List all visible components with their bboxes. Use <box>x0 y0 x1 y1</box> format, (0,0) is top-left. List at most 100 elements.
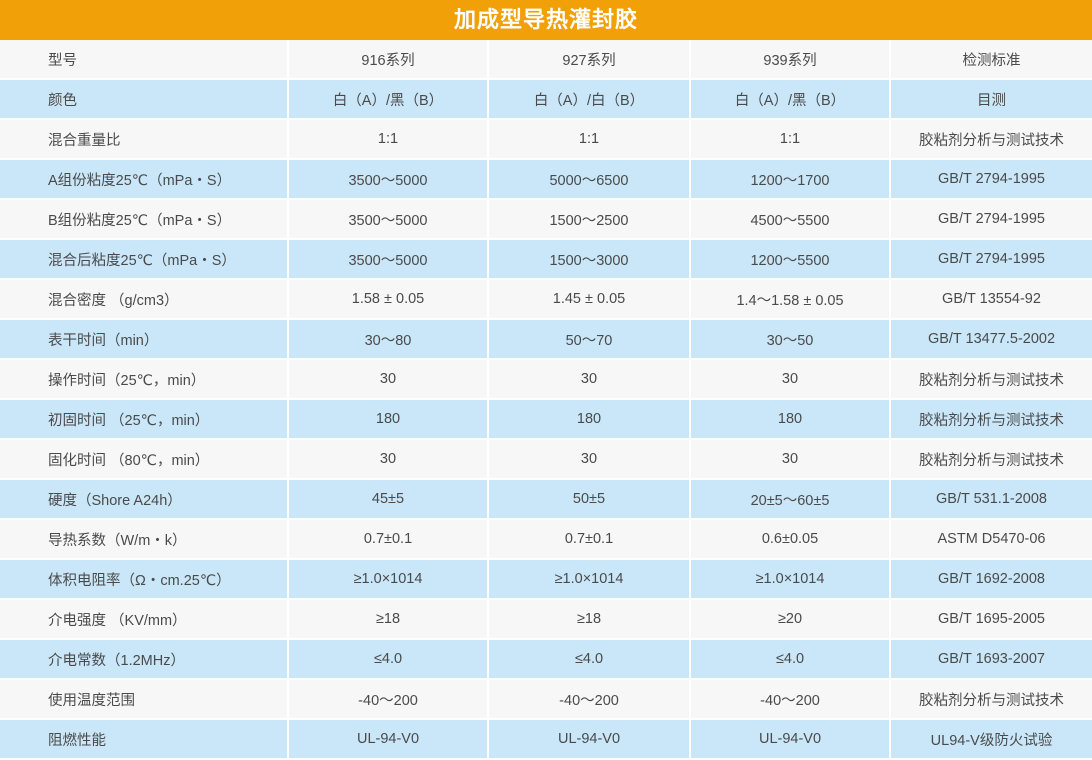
cell-s927: 5000～6500 <box>488 159 691 200</box>
table-row: 操作时间（25℃，min） 30 30 30 胶粘剂分析与测试技术 <box>0 359 1092 400</box>
specification-table: 型号 916系列 927系列 939系列 检测标准 颜色 白（A）/黑（B） 白（A）/白（B… <box>0 40 1092 760</box>
row-parameter-label: 介电常数（1.2MHz） <box>0 639 289 680</box>
row-parameter-label: 阻燃性能 <box>0 719 289 760</box>
cell-s939: ≤4.0 <box>690 639 891 680</box>
cell-s927: ≥18 <box>488 599 691 640</box>
cell-s927: 1500～3000 <box>488 239 691 280</box>
row-parameter-label: 混合后粘度25℃（mPa・S） <box>0 239 289 280</box>
cell-s939: 0.6±0.05 <box>690 519 891 560</box>
cell-std: 胶粘剂分析与测试技术 <box>890 119 1092 160</box>
cell-s939: 20±5～60±5 <box>690 479 891 520</box>
row-parameter-label: A组份粘度25℃（mPa・S） <box>0 159 289 200</box>
cell-std: GB/T 2794-1995 <box>890 239 1092 280</box>
cell-s927: 1:1 <box>488 119 691 160</box>
cell-std: ASTM D5470-06 <box>890 519 1092 560</box>
cell-s939: 180 <box>690 399 891 440</box>
row-parameter-label: 导热系数（W/m・k） <box>0 519 289 560</box>
table-row: 阻燃性能 UL-94-V0 UL-94-V0 UL-94-V0 UL94-V级防火试验 <box>0 719 1092 760</box>
cell-s916: 1:1 <box>288 119 489 160</box>
cell-s939: 30 <box>690 359 891 400</box>
row-parameter-label: 体积电阻率（Ω・cm.25℃） <box>0 559 289 600</box>
table-row: 表干时间（min） 30～80 50～70 30～50 GB/T 13477.5-200… <box>0 319 1092 360</box>
table-row: 初固时间 （25℃，min） 180 180 180 胶粘剂分析与测试技术 <box>0 399 1092 440</box>
cell-s927: 1.45 ± 0.05 <box>488 279 691 320</box>
cell-s927: 0.7±0.1 <box>488 519 691 560</box>
row-parameter-label: 混合密度 （g/cm3） <box>0 279 289 320</box>
table-row: B组份粘度25℃（mPa・S） 3500～5000 1500～2500 4500～55… <box>0 199 1092 240</box>
cell-s939: UL-94-V0 <box>690 719 891 760</box>
cell-s927: 50±5 <box>488 479 691 520</box>
cell-std: GB/T 1693-2007 <box>890 639 1092 680</box>
cell-std: GB/T 1695-2005 <box>890 599 1092 640</box>
cell-std: GB/T 2794-1995 <box>890 159 1092 200</box>
cell-s939: 4500～5500 <box>690 199 891 240</box>
row-parameter-label: 混合重量比 <box>0 119 289 160</box>
cell-s916: 30 <box>288 359 489 400</box>
cell-s927: -40～200 <box>488 679 691 720</box>
cell-s916: 3500～5000 <box>288 159 489 200</box>
cell-s939: -40～200 <box>690 679 891 720</box>
cell-s916: 白（A）/黑（B） <box>288 79 489 120</box>
cell-s927: 180 <box>488 399 691 440</box>
table-row: 混合密度 （g/cm3） 1.58 ± 0.05 1.45 ± 0.05 1.4～1.… <box>0 279 1092 320</box>
cell-s927: 927系列 <box>488 40 691 80</box>
cell-std: 目测 <box>890 79 1092 120</box>
page-title: 加成型导热灌封胶 <box>453 7 638 32</box>
cell-std: GB/T 13477.5-2002 <box>890 319 1092 360</box>
row-parameter-label: 表干时间（min） <box>0 319 289 360</box>
cell-s927: UL-94-V0 <box>488 719 691 760</box>
cell-std: GB/T 1692-2008 <box>890 559 1092 600</box>
table-row: 固化时间 （80℃，min） 30 30 30 胶粘剂分析与测试技术 <box>0 439 1092 480</box>
cell-std: 胶粘剂分析与测试技术 <box>890 359 1092 400</box>
cell-std: GB/T 531.1-2008 <box>890 479 1092 520</box>
table-row: 型号 916系列 927系列 939系列 检测标准 <box>0 40 1092 80</box>
table-row: 颜色 白（A）/黑（B） 白（A）/白（B） 白（A）/黑（B） 目测 <box>0 79 1092 120</box>
table-row: 硬度（Shore A24h） 45±5 50±5 20±5～60±5 GB/T 531.… <box>0 479 1092 520</box>
cell-s927: 30 <box>488 359 691 400</box>
cell-s939: 白（A）/黑（B） <box>690 79 891 120</box>
cell-s916: 180 <box>288 399 489 440</box>
cell-s916: 916系列 <box>288 40 489 80</box>
cell-s927: 1500～2500 <box>488 199 691 240</box>
page-title-bar: 加成型导热灌封胶 <box>0 0 1092 40</box>
table-row: 混合后粘度25℃（mPa・S） 3500～5000 1500～3000 1200～55… <box>0 239 1092 280</box>
cell-s916: ≤4.0 <box>288 639 489 680</box>
row-parameter-label: B组份粘度25℃（mPa・S） <box>0 199 289 240</box>
table-row: 使用温度范围 -40～200 -40～200 -40～200 胶粘剂分析与测试技术 <box>0 679 1092 720</box>
row-parameter-label: 初固时间 （25℃，min） <box>0 399 289 440</box>
cell-s916: ≥1.0×1014 <box>288 559 489 600</box>
cell-std: 胶粘剂分析与测试技术 <box>890 399 1092 440</box>
cell-s916: UL-94-V0 <box>288 719 489 760</box>
cell-s939: 1.4～1.58 ± 0.05 <box>690 279 891 320</box>
cell-s916: 3500～5000 <box>288 199 489 240</box>
cell-s939: 1200～1700 <box>690 159 891 200</box>
cell-std: GB/T 13554-92 <box>890 279 1092 320</box>
cell-s916: 3500～5000 <box>288 239 489 280</box>
cell-s939: 939系列 <box>690 40 891 80</box>
table-row: 体积电阻率（Ω・cm.25℃） ≥1.0×1014 ≥1.0×1014 ≥1.0×10… <box>0 559 1092 600</box>
cell-s927: ≥1.0×1014 <box>488 559 691 600</box>
cell-s916: 30～80 <box>288 319 489 360</box>
cell-s927: 30 <box>488 439 691 480</box>
cell-s939: 30 <box>690 439 891 480</box>
cell-s927: 50～70 <box>488 319 691 360</box>
table-row: A组份粘度25℃（mPa・S） 3500～5000 5000～6500 1200～17… <box>0 159 1092 200</box>
cell-std: UL94-V级防火试验 <box>890 719 1092 760</box>
row-parameter-label: 型号 <box>0 40 289 80</box>
row-parameter-label: 使用温度范围 <box>0 679 289 720</box>
cell-s927: ≤4.0 <box>488 639 691 680</box>
table-body: 型号 916系列 927系列 939系列 检测标准 颜色 白（A）/黑（B） 白（A）/白（B… <box>0 40 1092 760</box>
row-parameter-label: 固化时间 （80℃，min） <box>0 439 289 480</box>
cell-s916: 30 <box>288 439 489 480</box>
row-parameter-label: 介电强度 （KV/mm） <box>0 599 289 640</box>
row-parameter-label: 硬度（Shore A24h） <box>0 479 289 520</box>
cell-std: GB/T 2794-1995 <box>890 199 1092 240</box>
cell-s916: 1.58 ± 0.05 <box>288 279 489 320</box>
table-row: 介电强度 （KV/mm） ≥18 ≥18 ≥20 GB/T 1695-2005 <box>0 599 1092 640</box>
cell-s916: 0.7±0.1 <box>288 519 489 560</box>
cell-s916: -40～200 <box>288 679 489 720</box>
cell-s916: ≥18 <box>288 599 489 640</box>
cell-std: 胶粘剂分析与测试技术 <box>890 439 1092 480</box>
cell-s939: 1:1 <box>690 119 891 160</box>
